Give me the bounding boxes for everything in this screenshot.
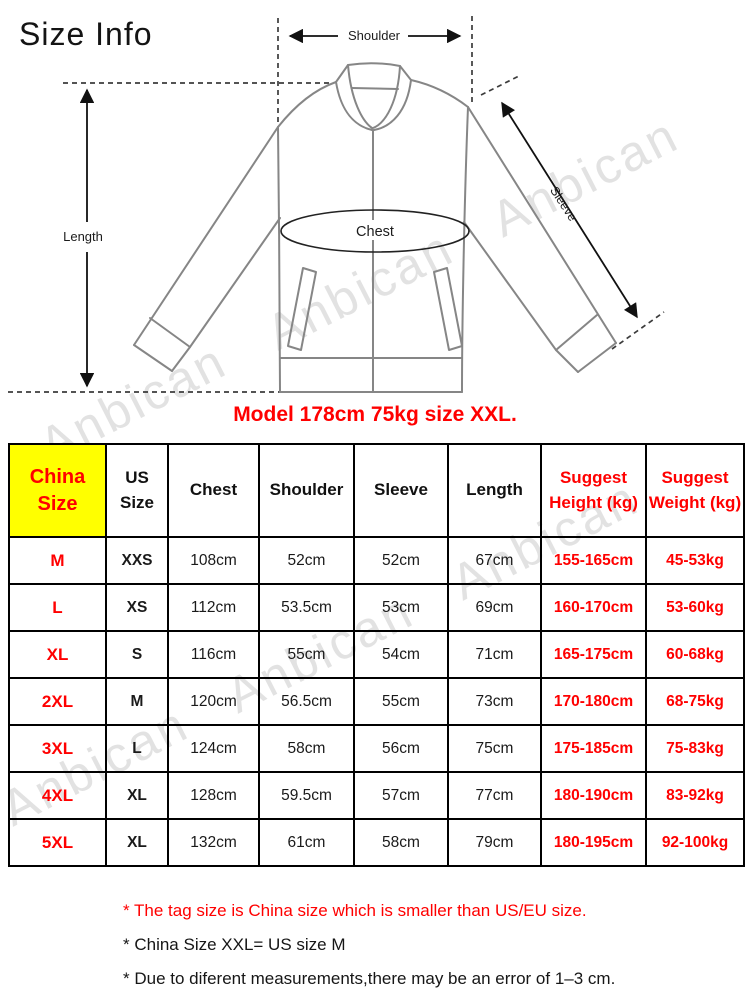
cell-us-size: XL	[105, 818, 169, 867]
length-label: Length	[63, 229, 103, 244]
cell-weight: 60-68kg	[645, 630, 745, 679]
col-header-length: Length	[447, 443, 542, 538]
cell-us-size: XXS	[105, 536, 169, 585]
cell-weight: 92-100kg	[645, 818, 745, 867]
cell-china-size: 5XL	[8, 818, 107, 867]
cell-china-size: M	[8, 536, 107, 585]
table-row: 4XL XL 128cm 59.5cm 57cm 77cm 180-190cm …	[8, 771, 745, 820]
footnote-tag-size: * The tag size is China size which is sm…	[123, 901, 587, 920]
cell-length: 71cm	[447, 630, 542, 679]
jacket-diagram: Shoulder Length Sleeve Chest	[8, 16, 665, 393]
cell-length: 67cm	[447, 536, 542, 585]
cell-shoulder: 58cm	[258, 724, 355, 773]
cell-length: 73cm	[447, 677, 542, 726]
footnotes: * The tag size is China size which is sm…	[123, 901, 615, 1000]
cell-shoulder: 55cm	[258, 630, 355, 679]
table-row: 5XL XL 132cm 61cm 58cm 79cm 180-195cm 92…	[8, 818, 745, 867]
cell-shoulder: 56.5cm	[258, 677, 355, 726]
cell-china-size: L	[8, 583, 107, 632]
shoulder-label: Shoulder	[348, 28, 401, 43]
table-row: 2XL M 120cm 56.5cm 55cm 73cm 170-180cm 6…	[8, 677, 745, 726]
cell-weight: 53-60kg	[645, 583, 745, 632]
model-note: Model 178cm 75kg size XXL.	[233, 403, 517, 426]
table-row: M XXS 108cm 52cm 52cm 67cm 155-165cm 45-…	[8, 536, 745, 585]
size-table: China Size US Size Chest Shoulder Sleeve…	[8, 443, 745, 867]
cell-shoulder: 53.5cm	[258, 583, 355, 632]
cell-height: 170-180cm	[540, 677, 647, 726]
cell-us-size: XL	[105, 771, 169, 820]
cell-chest: 128cm	[167, 771, 260, 820]
cell-us-size: S	[105, 630, 169, 679]
cell-sleeve: 55cm	[353, 677, 449, 726]
footnote-size-equivalence: * China Size XXL= US size M	[123, 935, 346, 954]
cell-chest: 112cm	[167, 583, 260, 632]
cell-height: 180-195cm	[540, 818, 647, 867]
cell-us-size: M	[105, 677, 169, 726]
page-title: Size Info	[19, 16, 153, 52]
header-row: China Size US Size Chest Shoulder Sleeve…	[8, 443, 745, 538]
table-row: 3XL L 124cm 58cm 56cm 75cm 175-185cm 75-…	[8, 724, 745, 773]
cell-height: 165-175cm	[540, 630, 647, 679]
cell-height: 155-165cm	[540, 536, 647, 585]
cell-sleeve: 56cm	[353, 724, 449, 773]
cell-length: 69cm	[447, 583, 542, 632]
chest-ellipse	[280, 209, 470, 253]
cell-height: 180-190cm	[540, 771, 647, 820]
cell-weight: 68-75kg	[645, 677, 745, 726]
cell-china-size: 4XL	[8, 771, 107, 820]
col-header-us-size: US Size	[105, 443, 169, 538]
cell-sleeve: 57cm	[353, 771, 449, 820]
cell-length: 77cm	[447, 771, 542, 820]
cell-us-size: XS	[105, 583, 169, 632]
table-row: XL S 116cm 55cm 54cm 71cm 165-175cm 60-6…	[8, 630, 745, 679]
col-header-shoulder: Shoulder	[258, 443, 355, 538]
cell-china-size: XL	[8, 630, 107, 679]
cell-chest: 120cm	[167, 677, 260, 726]
cell-shoulder: 52cm	[258, 536, 355, 585]
sleeve-label: Sleeve	[547, 184, 580, 224]
cell-height: 175-185cm	[540, 724, 647, 773]
cell-chest: 132cm	[167, 818, 260, 867]
chest-label-bg	[346, 220, 404, 240]
cell-chest: 108cm	[167, 536, 260, 585]
cell-weight: 83-92kg	[645, 771, 745, 820]
cell-shoulder: 59.5cm	[258, 771, 355, 820]
footnote-measurement-error: * Due to diferent measurements,there may…	[123, 969, 616, 988]
cell-length: 75cm	[447, 724, 542, 773]
cell-sleeve: 54cm	[353, 630, 449, 679]
cell-shoulder: 61cm	[258, 818, 355, 867]
col-header-china-size: China Size	[8, 443, 107, 538]
cell-height: 160-170cm	[540, 583, 647, 632]
col-header-suggest-height: Suggest Height (kg)	[540, 443, 647, 538]
table-row: L XS 112cm 53.5cm 53cm 69cm 160-170cm 53…	[8, 583, 745, 632]
col-header-suggest-weight: Suggest Weight (kg)	[645, 443, 745, 538]
chest-label: Chest	[356, 224, 394, 240]
cell-weight: 75-83kg	[645, 724, 745, 773]
cell-sleeve: 52cm	[353, 536, 449, 585]
cell-sleeve: 58cm	[353, 818, 449, 867]
cell-chest: 116cm	[167, 630, 260, 679]
cell-weight: 45-53kg	[645, 536, 745, 585]
cell-sleeve: 53cm	[353, 583, 449, 632]
measure-guides	[8, 16, 665, 393]
measure-arrows	[79, 28, 638, 388]
col-header-sleeve: Sleeve	[353, 443, 449, 538]
cell-chest: 124cm	[167, 724, 260, 773]
col-header-chest: Chest	[167, 443, 260, 538]
cell-china-size: 3XL	[8, 724, 107, 773]
cell-china-size: 2XL	[8, 677, 107, 726]
cell-length: 79cm	[447, 818, 542, 867]
cell-us-size: L	[105, 724, 169, 773]
jacket-outline	[133, 62, 617, 393]
